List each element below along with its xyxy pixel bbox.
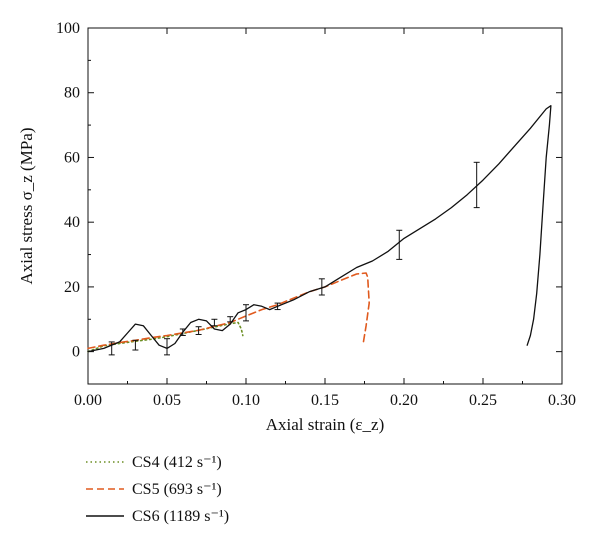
legend-label-cs4: CS4 (412 s⁻¹): [132, 453, 222, 471]
x-tick-label: 0.05: [153, 392, 181, 409]
plot-frame: [87, 27, 563, 385]
x-tick-label: 0.25: [469, 392, 497, 409]
x-tick-label: 0.15: [311, 392, 339, 409]
y-tick-label: 20: [64, 279, 80, 296]
legend: CS4 (412 s⁻¹) CS5 (693 s⁻¹) CS6 (1189 s⁻…: [86, 448, 229, 529]
y-tick-label: 60: [64, 149, 80, 166]
series-line-0: [87, 321, 244, 353]
x-axis-title: Axial strain (ε_z): [266, 415, 385, 434]
legend-item-cs4: CS4 (412 s⁻¹): [86, 448, 229, 475]
chart: 0.00 0.05 0.10 0.15 0.20 0.25 0.30 0 20 40 60 80 100…: [17, 20, 576, 434]
legend-label-cs5: CS5 (693 s⁻¹): [132, 480, 222, 498]
legend-swatch-cs6: [86, 514, 124, 517]
error-bars: [108, 161, 480, 356]
x-tick-label: 0.20: [390, 392, 418, 409]
y-axis-title: Axial stress σ_z (MPa): [17, 128, 36, 285]
y-tick-label: 100: [56, 20, 80, 37]
legend-item-cs6: CS6 (1189 s⁻¹): [86, 502, 229, 529]
legend-item-cs5: CS5 (693 s⁻¹): [86, 475, 229, 502]
legend-swatch-cs5: [86, 487, 124, 490]
x-tick-label: 0.30: [548, 392, 576, 409]
y-tick-label: 40: [64, 214, 80, 231]
x-tick-label: 0.00: [74, 392, 102, 409]
series-line-2: [87, 105, 552, 353]
legend-label-cs6: CS6 (1189 s⁻¹): [132, 507, 230, 525]
y-tick-label: 0: [72, 344, 80, 361]
x-tick-label: 0.10: [232, 392, 260, 409]
series-line-1: [87, 272, 370, 350]
axes: 0.00 0.05 0.10 0.15 0.20 0.25 0.30 0 20 40 60 80 100: [56, 20, 576, 409]
y-tick-label: 80: [64, 85, 80, 102]
legend-swatch-cs4: [86, 460, 124, 463]
series-group: [87, 105, 552, 353]
